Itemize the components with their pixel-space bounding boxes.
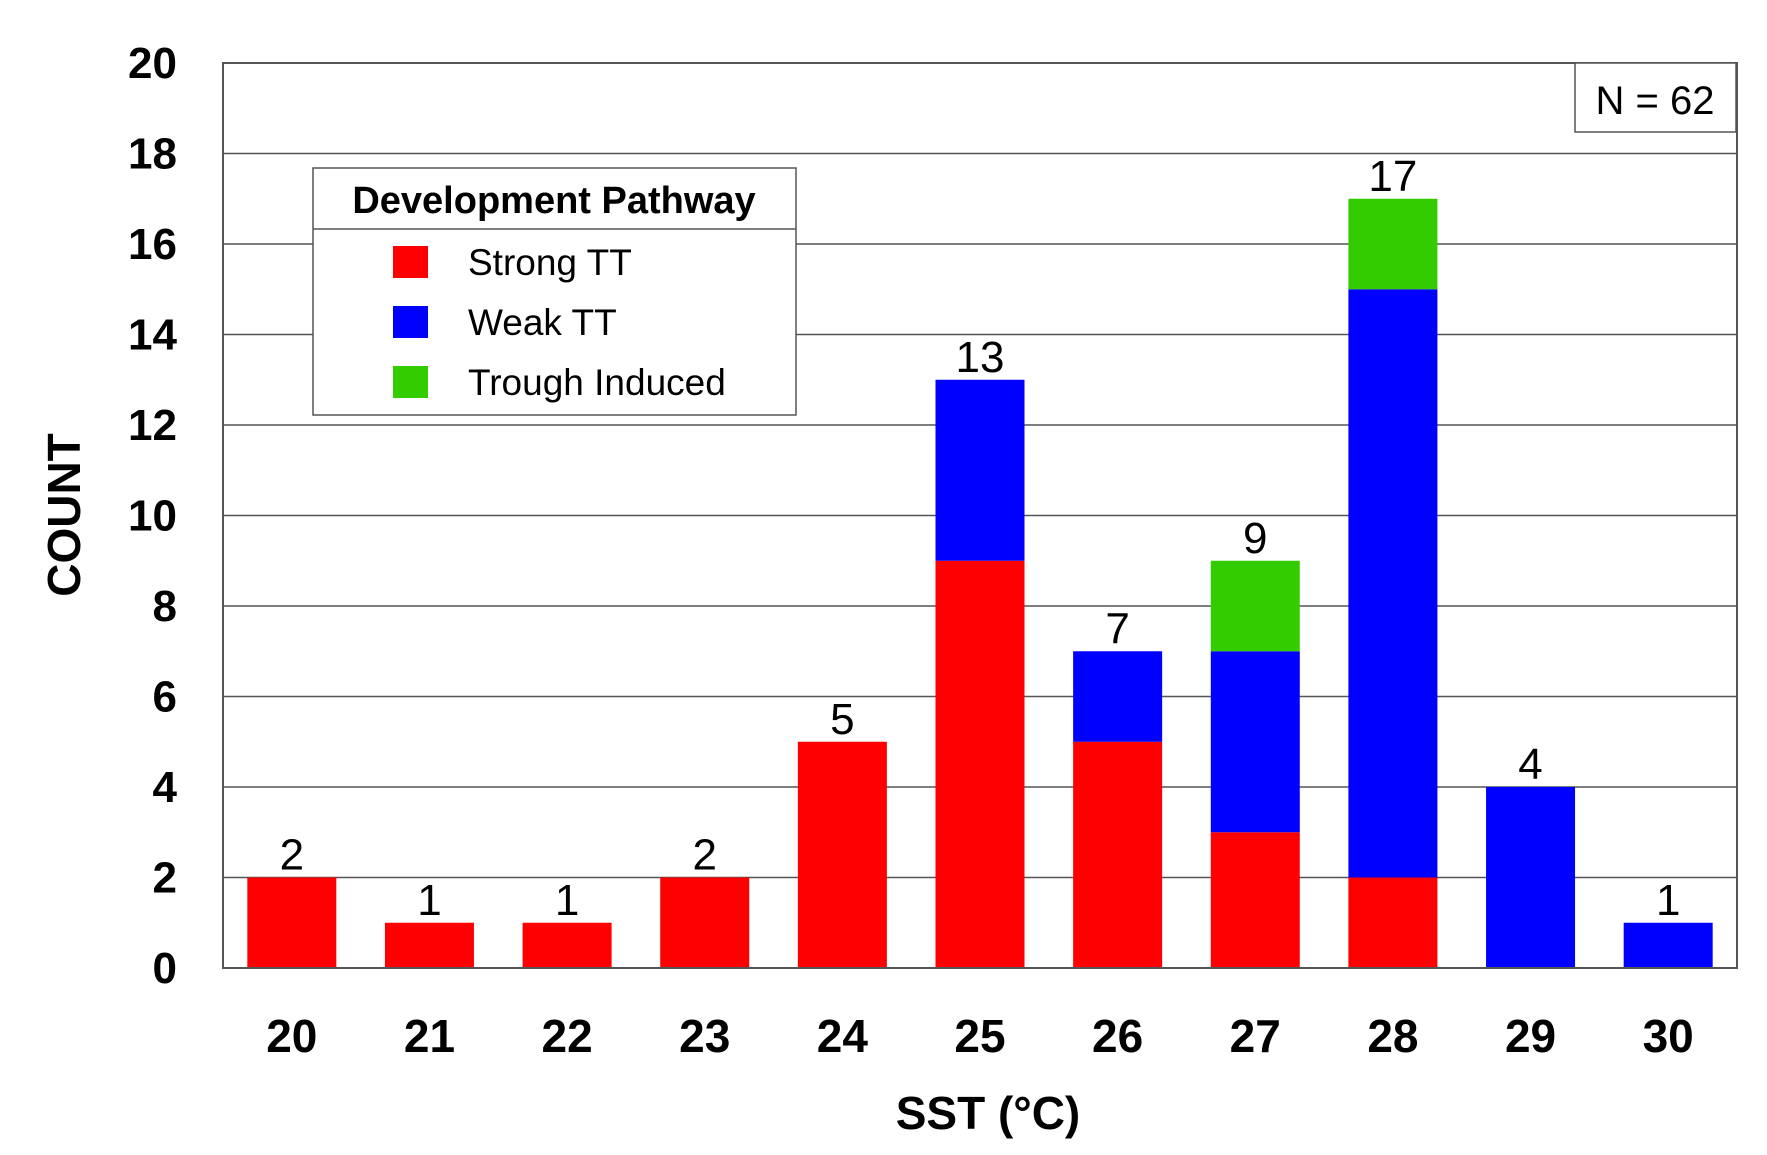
- annotation-box: [1574, 62, 1737, 133]
- bar-total-labels: 2 1 1 2 5 13 7 9 17 4 1: [280, 152, 1681, 925]
- x-tick-label: 20: [266, 1010, 317, 1062]
- bar-segment: [384, 922, 474, 968]
- bar-segment: [1210, 832, 1300, 968]
- bar-segment: [1210, 651, 1300, 833]
- bars: [247, 198, 1713, 968]
- bar-total-label: 9: [1243, 514, 1267, 563]
- bar-total-label: 17: [1368, 152, 1417, 201]
- bar-total-label: 1: [555, 876, 579, 925]
- legend-label: Strong TT: [468, 242, 632, 283]
- bar-segment: [660, 877, 750, 968]
- bar-total-label: 1: [417, 876, 441, 925]
- bar-total-label: 2: [692, 831, 716, 880]
- y-tick-label: 10: [128, 492, 177, 541]
- bar-segment: [1348, 877, 1438, 968]
- legend-label: Trough Induced: [468, 362, 726, 403]
- x-tick-label: 21: [404, 1010, 455, 1062]
- legend-label: Weak TT: [468, 302, 617, 343]
- x-tick-label: 22: [542, 1010, 593, 1062]
- y-tick-label: 14: [128, 311, 177, 360]
- y-tick-label: 16: [128, 220, 177, 269]
- x-tick-label: 30: [1643, 1010, 1694, 1062]
- x-tick-label: 26: [1092, 1010, 1143, 1062]
- y-axis-label: COUNT: [38, 433, 90, 597]
- bar-total-label: 2: [280, 831, 304, 880]
- bar-segment: [1210, 560, 1300, 652]
- legend: Development Pathway Strong TT Weak TT Trou…: [312, 167, 797, 416]
- bar-segment: [522, 922, 612, 968]
- bar-segment: [935, 560, 1025, 968]
- y-tick-label: 2: [153, 854, 177, 903]
- bar-segment: [1073, 741, 1163, 968]
- x-tick-label: 23: [679, 1010, 730, 1062]
- legend-title: Development Pathway: [352, 180, 755, 222]
- x-tick-label: 24: [817, 1010, 869, 1062]
- legend-swatch: [393, 246, 428, 278]
- x-tick-label: 25: [954, 1010, 1005, 1062]
- y-tick-label: 20: [128, 39, 177, 88]
- x-tick-label: 29: [1505, 1010, 1556, 1062]
- bar-segment: [247, 877, 337, 968]
- bar-segment: [1623, 922, 1713, 968]
- x-tick-label: 27: [1230, 1010, 1281, 1062]
- y-tick-label: 0: [153, 944, 177, 993]
- y-tick-label: 18: [128, 130, 177, 179]
- x-tick-label: 28: [1367, 1010, 1418, 1062]
- legend-items: Strong TT Weak TT Trough Induced: [393, 242, 726, 403]
- legend-swatch: [393, 306, 428, 338]
- bar-segment: [1486, 787, 1576, 968]
- bar-segment: [797, 741, 887, 968]
- bar-total-label: 4: [1518, 740, 1542, 789]
- x-tick-labels: 20 21 22 23 24 25 26 27 28 29 30: [266, 1010, 1694, 1062]
- bar-segment: [935, 379, 1025, 561]
- sample-size-annotation: N = 62: [1574, 62, 1737, 133]
- bar-total-label: 7: [1105, 604, 1129, 653]
- y-tick-labels: 0 2 4 6 8 10 12 14 16 18 20: [128, 39, 177, 993]
- x-axis-label: SST (°C): [896, 1087, 1081, 1139]
- legend-swatch: [393, 366, 428, 398]
- bar-total-label: 13: [956, 333, 1005, 382]
- annotation-text: N = 62: [1596, 79, 1715, 123]
- plot-area-border: [222, 62, 1738, 969]
- y-tick-label: 6: [153, 673, 177, 722]
- bar-segment: [1348, 198, 1438, 290]
- bar-segment: [1073, 651, 1163, 742]
- bar-segment: [1348, 289, 1438, 878]
- bar-total-label: 1: [1656, 876, 1680, 925]
- bar-total-label: 5: [830, 695, 854, 744]
- y-tick-label: 8: [153, 582, 177, 631]
- y-tick-label: 4: [153, 763, 178, 812]
- y-tick-label: 12: [128, 401, 177, 450]
